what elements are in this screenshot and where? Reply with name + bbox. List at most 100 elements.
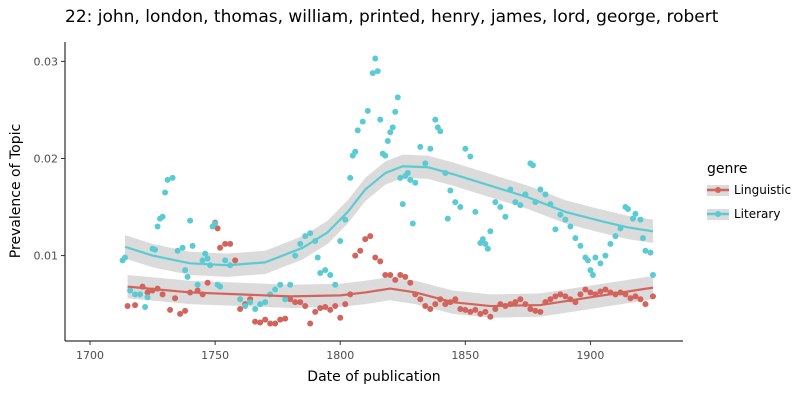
data-point xyxy=(302,303,309,310)
data-point xyxy=(177,310,184,317)
data-point xyxy=(547,296,554,303)
data-point xyxy=(214,225,221,232)
data-point xyxy=(417,143,424,150)
data-point xyxy=(222,257,229,264)
legend-key-linguistic xyxy=(707,185,729,196)
data-point xyxy=(359,118,366,125)
data-point xyxy=(397,271,404,278)
plot-area xyxy=(119,55,656,327)
data-point xyxy=(577,242,584,249)
data-point xyxy=(382,271,389,278)
data-point xyxy=(557,211,564,218)
x-tick-label: 1700 xyxy=(76,349,104,362)
data-point xyxy=(409,220,416,227)
x-axis-title: Date of publication xyxy=(307,369,440,385)
data-point xyxy=(472,208,479,215)
legend-key-literary xyxy=(707,209,729,220)
data-point xyxy=(162,189,169,196)
data-point xyxy=(562,293,569,300)
y-axis-ticks: 0.01 0.02 0.03 xyxy=(34,55,65,263)
data-point xyxy=(307,230,314,237)
data-point xyxy=(497,204,504,211)
data-point xyxy=(462,145,469,152)
data-point xyxy=(462,306,469,313)
data-point xyxy=(372,55,379,62)
data-point xyxy=(637,296,644,303)
y-tick-label: 0.01 xyxy=(34,250,59,263)
legend-label-linguistic: Linguistic xyxy=(734,183,791,197)
data-point xyxy=(137,291,144,298)
data-point xyxy=(282,296,289,303)
data-point xyxy=(227,240,234,247)
data-point xyxy=(377,258,384,265)
data-point xyxy=(184,273,191,280)
data-point xyxy=(552,226,559,233)
data-point xyxy=(322,304,329,311)
data-point xyxy=(392,108,399,115)
data-point xyxy=(332,303,339,310)
data-point xyxy=(467,153,474,160)
data-point xyxy=(267,320,274,327)
data-point xyxy=(482,240,489,247)
x-tick-label: 1800 xyxy=(326,349,354,362)
data-point xyxy=(272,320,279,327)
data-point xyxy=(442,301,449,308)
data-point xyxy=(537,186,544,193)
data-point xyxy=(357,247,364,254)
data-point xyxy=(477,310,484,317)
data-point xyxy=(394,94,401,101)
data-point xyxy=(562,216,569,223)
data-point xyxy=(322,267,329,274)
data-point xyxy=(639,235,646,242)
data-point xyxy=(597,260,604,267)
data-point xyxy=(637,216,644,223)
data-point xyxy=(262,299,269,306)
x-tick-label: 1850 xyxy=(451,349,479,362)
data-point xyxy=(302,233,309,240)
data-point xyxy=(642,247,649,254)
data-point xyxy=(164,176,171,183)
data-point xyxy=(427,145,434,152)
data-point xyxy=(587,289,594,296)
data-point xyxy=(257,319,264,326)
data-point xyxy=(182,307,189,314)
data-point xyxy=(202,250,209,257)
data-point xyxy=(457,204,464,211)
legend: genre Linguistic Literary xyxy=(707,161,791,221)
data-point xyxy=(154,223,161,230)
data-point xyxy=(629,215,636,222)
data-point xyxy=(342,216,349,223)
data-point xyxy=(327,306,334,313)
data-point xyxy=(542,191,549,198)
data-point xyxy=(204,255,211,262)
data-point xyxy=(627,295,634,302)
data-point xyxy=(159,291,166,298)
data-point xyxy=(407,279,414,286)
y-axis-title: Prevalence of Topic xyxy=(8,124,24,258)
y-tick-label: 0.03 xyxy=(34,55,59,68)
data-point xyxy=(632,210,639,217)
data-point xyxy=(537,308,544,315)
data-point xyxy=(287,296,294,303)
data-point xyxy=(557,291,564,298)
data-point xyxy=(487,313,494,320)
data-point xyxy=(399,201,406,208)
data-point xyxy=(122,254,129,261)
data-point xyxy=(422,303,429,310)
data-point xyxy=(332,281,339,288)
data-point xyxy=(232,257,239,264)
data-point xyxy=(297,299,304,306)
legend-title: genre xyxy=(707,161,747,177)
data-point xyxy=(377,116,384,123)
data-point xyxy=(307,320,314,327)
data-point xyxy=(632,293,639,300)
x-tick-label: 1750 xyxy=(201,349,229,362)
data-point xyxy=(242,303,249,310)
data-point xyxy=(437,128,444,135)
data-point xyxy=(317,270,324,277)
data-point xyxy=(649,293,656,300)
data-point xyxy=(647,249,654,256)
data-point xyxy=(567,223,574,230)
data-point xyxy=(222,240,229,247)
